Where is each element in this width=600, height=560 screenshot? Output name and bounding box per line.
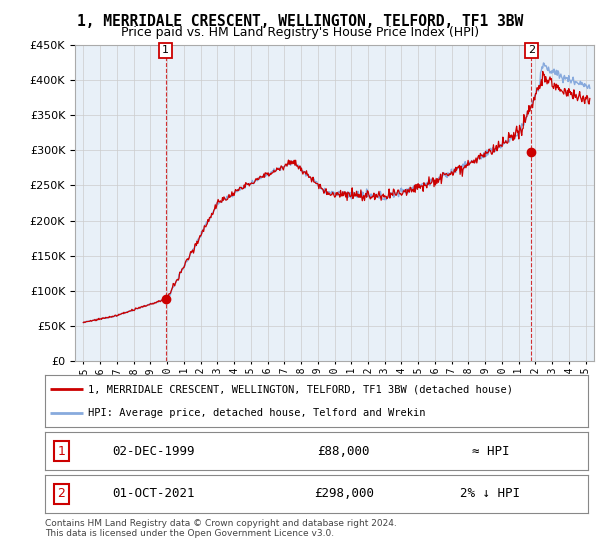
Text: 1: 1 bbox=[162, 45, 169, 55]
Text: 1, MERRIDALE CRESCENT, WELLINGTON, TELFORD, TF1 3BW: 1, MERRIDALE CRESCENT, WELLINGTON, TELFO… bbox=[77, 14, 523, 29]
Text: 2: 2 bbox=[527, 45, 535, 55]
Text: ≈ HPI: ≈ HPI bbox=[472, 445, 509, 458]
Text: 02-DEC-1999: 02-DEC-1999 bbox=[112, 445, 195, 458]
Text: 2% ↓ HPI: 2% ↓ HPI bbox=[460, 487, 520, 501]
Text: £298,000: £298,000 bbox=[314, 487, 374, 501]
Text: 01-OCT-2021: 01-OCT-2021 bbox=[112, 487, 195, 501]
Text: HPI: Average price, detached house, Telford and Wrekin: HPI: Average price, detached house, Telf… bbox=[88, 408, 426, 418]
Text: £88,000: £88,000 bbox=[317, 445, 370, 458]
Text: 1: 1 bbox=[58, 445, 65, 458]
Text: 1, MERRIDALE CRESCENT, WELLINGTON, TELFORD, TF1 3BW (detached house): 1, MERRIDALE CRESCENT, WELLINGTON, TELFO… bbox=[88, 384, 514, 394]
Text: 2: 2 bbox=[58, 487, 65, 501]
Text: Contains HM Land Registry data © Crown copyright and database right 2024.
This d: Contains HM Land Registry data © Crown c… bbox=[45, 519, 397, 538]
Text: Price paid vs. HM Land Registry's House Price Index (HPI): Price paid vs. HM Land Registry's House … bbox=[121, 26, 479, 39]
